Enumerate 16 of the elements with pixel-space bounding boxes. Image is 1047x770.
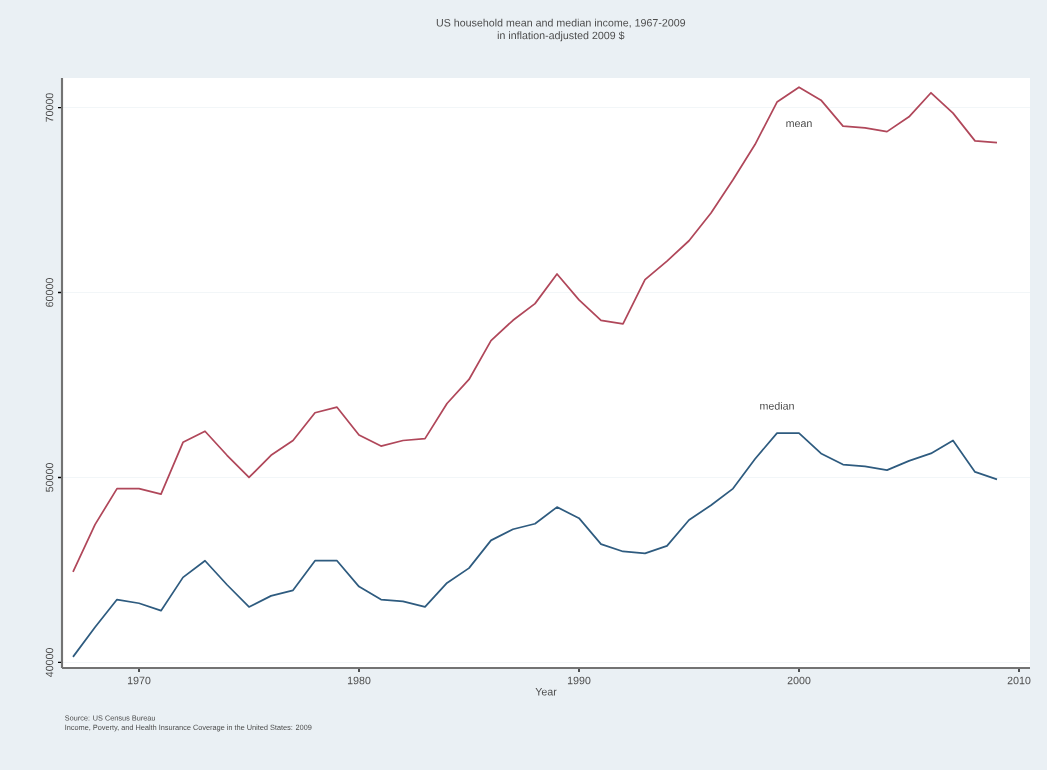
x-tick-label: 1990: [567, 676, 591, 685]
line-series: [72, 86, 998, 573]
y-tick-label: 60000: [45, 278, 54, 307]
chart-subtitle: in inflation-adjusted 2009 $: [497, 31, 625, 42]
y-tick-label: 50000: [45, 463, 54, 492]
y-tick-label: 70000: [45, 93, 54, 122]
series-label: mean: [786, 121, 812, 128]
x-tick-label: 1970: [127, 676, 151, 685]
text: median: [760, 401, 794, 410]
chart-title: US household mean and median income, 1967-2009: [436, 18, 686, 28]
x-tick-label: 2000: [787, 676, 811, 685]
x-tick-label: 1980: [347, 676, 371, 685]
y-tick-label: 40000: [45, 648, 54, 678]
x-axis-title: Year: [535, 688, 557, 696]
line-series: [72, 432, 998, 658]
x-tick-label: 2010: [1007, 676, 1031, 685]
